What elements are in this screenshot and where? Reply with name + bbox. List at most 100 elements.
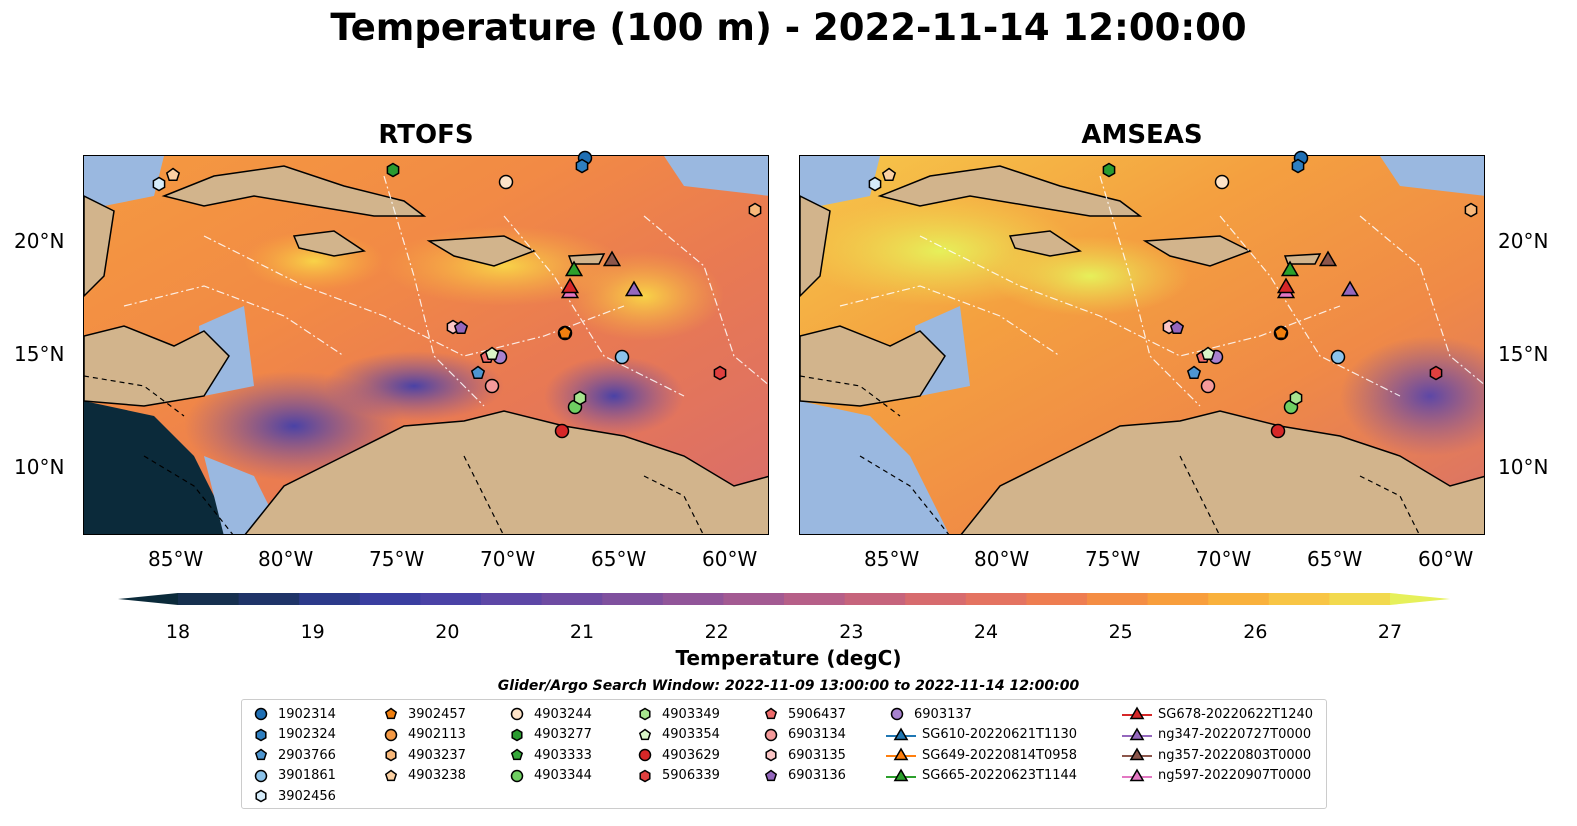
colorbar-bin <box>1147 593 1209 605</box>
legend-triangle-icon <box>1129 747 1145 761</box>
legend-column: SG678-20220622T1240 ng347-20220727T0000 ng… <box>1122 704 1313 786</box>
colorbar-bin <box>662 593 724 605</box>
legend-column: 6903137 SG610-20220621T1130 SG649-20220814… <box>886 704 1077 786</box>
legend-item-label: 4903344 <box>534 768 592 784</box>
colorbar-bin <box>1208 593 1270 605</box>
legend-circle-icon <box>384 728 398 741</box>
figure-title: Temperature (100 m) - 2022-11-14 12:00:0… <box>330 6 1247 49</box>
legend-item: 4903354 <box>634 725 720 746</box>
legend-pentagon-icon <box>764 707 778 720</box>
lat-label-20n-right: 20°N <box>1498 229 1549 253</box>
legend-item: SG665-20220623T1144 <box>886 766 1077 787</box>
colorbar-tick-label: 21 <box>569 621 595 643</box>
legend-marker-icon <box>1122 747 1152 761</box>
colorbar-bin <box>905 593 967 605</box>
legend-item: ng597-20220907T0000 <box>1122 766 1313 787</box>
legend-item: 6903136 <box>760 766 846 787</box>
legend-circle-icon <box>254 708 268 721</box>
legend-circle-icon <box>254 769 268 782</box>
legend-marker-icon <box>886 727 916 740</box>
legend-triangle-icon <box>1129 706 1145 720</box>
map-amseas <box>799 155 1485 535</box>
legend-item: 4903629 <box>634 745 720 766</box>
legend-marker-icon <box>764 707 778 720</box>
legend-circle-icon <box>890 708 904 721</box>
legend-item: 1902314 <box>250 704 336 725</box>
legend-marker-icon <box>890 708 904 721</box>
legend-item-label: 4903354 <box>662 727 720 743</box>
legend-column: 5906437 6903134 6903135 6903136 <box>760 704 846 786</box>
legend-marker-icon <box>384 707 398 720</box>
colorbar-bin <box>481 593 543 605</box>
lat-label-10n-left: 10°N <box>14 455 65 479</box>
colorbar-tick-label: 19 <box>300 621 325 643</box>
legend-hexagon-icon <box>385 748 397 762</box>
legend-pentagon-icon <box>384 707 398 720</box>
legend-item: 4903277 <box>506 725 592 746</box>
legend-pentagon-icon <box>638 728 652 740</box>
map-rtofs <box>83 155 769 535</box>
colorbar-bin <box>359 593 421 605</box>
legend-item-label: 3902457 <box>408 706 466 722</box>
legend-item: 6903134 <box>760 725 846 746</box>
legend-triangle-icon <box>893 727 909 740</box>
legend-item: 5906437 <box>760 704 846 725</box>
colorbar-tick-label: 22 <box>704 621 729 643</box>
colorbar-bin <box>1329 593 1391 605</box>
legend-item: ng347-20220727T0000 <box>1122 725 1313 746</box>
colorbar-extend-high <box>1390 593 1450 605</box>
legend-item-label: SG649-20220814T0958 <box>922 747 1078 763</box>
colorbar-tick-label: 26 <box>1243 621 1268 643</box>
legend-item: 2903766 <box>250 745 336 766</box>
colorbar-bin <box>844 593 906 605</box>
legend-marker-icon <box>764 769 778 781</box>
legend-marker-icon <box>384 769 398 781</box>
colorbar-bin <box>602 593 664 605</box>
legend-circle-icon <box>638 749 652 762</box>
legend-item-label: SG678-20220622T1240 <box>1158 706 1314 722</box>
lon-label-right-0: 85°W <box>864 547 920 571</box>
legend-title: Glider/Argo Search Window: 2022-11-09 13… <box>497 678 1080 694</box>
legend-marker-icon <box>765 748 777 762</box>
legend-item-label: SG610-20220621T1130 <box>922 727 1078 743</box>
legend-column: 3902457 4902113 4903237 4903238 <box>380 704 466 786</box>
legend-item: 4903238 <box>380 766 466 787</box>
legend-marker-icon <box>510 708 524 721</box>
legend-item-label: 4903349 <box>662 706 720 722</box>
legend-item-label: 1902314 <box>278 706 336 722</box>
legend-column: 4903349 4903354 4903629 5906339 <box>634 704 720 786</box>
colorbar-tick-label: 18 <box>165 621 191 643</box>
legend-hexagon-icon <box>639 769 651 783</box>
legend-item: SG649-20220814T0958 <box>886 745 1077 766</box>
legend-marker-icon <box>886 747 916 761</box>
legend-item: 1902324 <box>250 725 336 746</box>
legend-triangle-icon <box>893 768 909 781</box>
lon-label-left-1: 80°W <box>258 547 314 571</box>
legend-pentagon-icon <box>764 769 778 781</box>
legend-item-label: 4903238 <box>408 768 466 784</box>
lat-label-15n-right: 15°N <box>1498 342 1549 366</box>
lon-label-right-3: 70°W <box>1196 547 1252 571</box>
legend-item: 4902113 <box>380 725 466 746</box>
legend-hexagon-icon <box>255 728 267 742</box>
lat-label-20n-left: 20°N <box>14 229 65 253</box>
panel-title-amseas: AMSEAS <box>1081 120 1203 150</box>
legend-marker-icon <box>254 708 268 721</box>
legend-triangle-icon <box>1129 768 1145 781</box>
lat-label-15n-left: 15°N <box>14 342 65 366</box>
legend-item: 4903344 <box>506 766 592 787</box>
colorbar-bin <box>299 593 361 605</box>
legend-marker-icon <box>254 769 268 782</box>
colorbar-bin <box>1026 593 1088 605</box>
legend-item-label: 6903134 <box>788 727 846 743</box>
legend-hexagon-icon <box>639 707 651 721</box>
legend-marker-icon <box>384 728 398 741</box>
colorbar-bin <box>420 593 482 605</box>
lon-label-left-0: 85°W <box>148 547 204 571</box>
legend-marker-icon <box>1122 768 1152 781</box>
legend-item: 3902457 <box>380 704 466 725</box>
legend-item-label: 6903135 <box>788 747 846 763</box>
legend-item: 6903137 <box>886 704 1077 725</box>
legend-item-label: 3901861 <box>278 768 336 784</box>
legend-item-label: ng357-20220803T0000 <box>1158 747 1312 763</box>
